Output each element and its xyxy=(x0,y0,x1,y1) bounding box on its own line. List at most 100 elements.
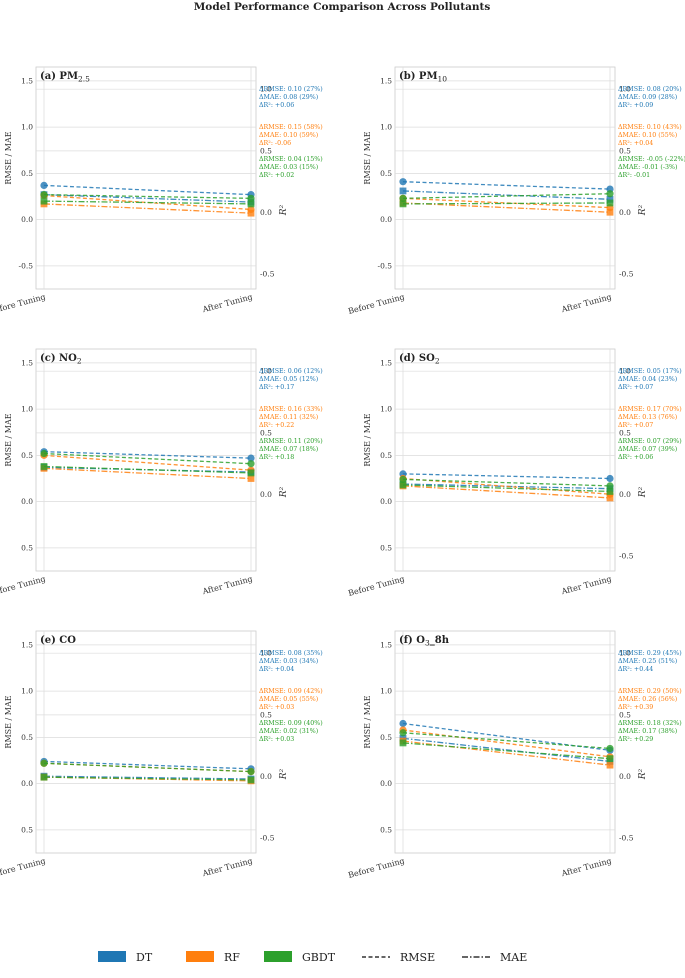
y-axis-label: RMSE / MAE xyxy=(363,131,372,184)
delta-annotation-rf: ΔR²: +0.03 xyxy=(259,704,294,711)
x-tick-label: After Tuning xyxy=(560,292,613,314)
marker-dt-rmse xyxy=(247,454,255,462)
x-tick-label: Before Tuning xyxy=(347,292,405,316)
legend-label-mae: MAE xyxy=(500,951,527,964)
y-tick-label: 0.0 xyxy=(21,497,33,506)
plot-frame xyxy=(35,630,257,854)
series-line-gbdt-mae xyxy=(402,484,611,493)
y-tick-label: 1.5 xyxy=(21,358,33,367)
delta-annotation-dt: ΔR²: +0.44 xyxy=(618,666,653,673)
series-line-rf-mae xyxy=(402,202,611,213)
delta-annotation-rf: ΔR²: +0.07 xyxy=(618,422,653,429)
x-tick-label: Before Tuning xyxy=(347,574,405,598)
r2-tick-label: 1.0 xyxy=(260,367,272,376)
marker-gbdt-rmse xyxy=(606,482,614,490)
legend-label-rmse: RMSE xyxy=(400,951,435,964)
marker-gbdt-rmse xyxy=(247,768,255,776)
delta-annotation-dt: ΔMAE: 0.08 (29%) xyxy=(259,94,318,101)
marker-rf-mae xyxy=(606,494,614,502)
delta-annotation-dt: ΔR²: +0.09 xyxy=(618,102,653,109)
delta-annotation-gbdt: ΔR²: +0.29 xyxy=(618,736,653,743)
delta-annotation-gbdt: ΔMAE: 0.07 (39%) xyxy=(618,446,677,453)
r2-tick-label: -0.5 xyxy=(619,270,634,279)
x-tick-label: After Tuning xyxy=(201,574,254,596)
r2-axis-label: R² xyxy=(279,486,289,498)
marker-dt-mae xyxy=(399,187,407,195)
series-line-dt-rmse xyxy=(402,473,611,480)
delta-annotation-gbdt: ΔMAE: -0.01 (-3%) xyxy=(618,164,677,171)
series-line-dt-rmse xyxy=(43,451,252,459)
r2-tick-label: 0.5 xyxy=(619,710,631,719)
legend: DT RF GBDT RMSE MAE xyxy=(98,951,527,964)
y-tick-label: 1.0 xyxy=(380,123,392,132)
delta-annotation-dt: ΔMAE: 0.05 (12%) xyxy=(259,376,318,383)
r2-tick-label: 1.0 xyxy=(619,85,631,94)
series-line-dt-rmse xyxy=(43,184,252,196)
delta-annotation-rf: ΔMAE: 0.26 (56%) xyxy=(618,696,677,703)
delta-annotation-rf: ΔRMSE: 0.09 (42%) xyxy=(259,688,323,695)
delta-annotation-dt: ΔMAE: 0.03 (34%) xyxy=(259,658,318,665)
legend-swatch-dt xyxy=(98,951,126,962)
y-tick-label: 1.5 xyxy=(21,640,33,649)
marker-gbdt-rmse xyxy=(40,759,48,767)
marker-gbdt-mae xyxy=(399,739,407,747)
delta-annotation-gbdt: ΔRMSE: 0.04 (15%) xyxy=(259,156,323,163)
delta-annotation-dt: ΔR²: +0.06 xyxy=(259,102,294,109)
y-tick-label: 0.5 xyxy=(380,543,392,552)
r2-tick-label: -0.5 xyxy=(619,834,634,843)
r2-tick-label: 0.5 xyxy=(260,710,272,719)
delta-annotation-gbdt: ΔMAE: 0.02 (31%) xyxy=(259,728,318,735)
series-line-rf-mae xyxy=(43,467,252,480)
x-tick-label: After Tuning xyxy=(201,856,254,878)
y-tick-label: 0.5 xyxy=(21,169,33,178)
r2-tick-label: 0.0 xyxy=(260,208,272,217)
series-line-gbdt-rmse xyxy=(43,194,252,199)
series-line-dt-mae xyxy=(43,775,252,780)
r2-axis-label: R² xyxy=(638,768,648,780)
r2-tick-label: 1.0 xyxy=(260,85,272,94)
x-tick-label: Before Tuning xyxy=(347,856,405,880)
y-tick-label: 0.0 xyxy=(380,497,392,506)
legend-label-dt: DT xyxy=(136,951,153,964)
y-tick-label: 0.5 xyxy=(21,451,33,460)
marker-gbdt-rmse xyxy=(40,449,48,458)
marker-rf-mae xyxy=(247,209,255,217)
y-tick-label: -0.5 xyxy=(378,261,393,270)
panel-1: -0.5 0.0 0.5 1.0 1.5 -0.5 0.0 0.5 1.0 Before Tuni… xyxy=(0,66,323,316)
marker-dt-rmse xyxy=(606,474,614,483)
y-tick-label: 0.5 xyxy=(21,733,33,742)
x-tick-label: Before Tuning xyxy=(0,574,47,598)
delta-annotation-dt: ΔMAE: 0.09 (28%) xyxy=(618,94,677,101)
y-tick-label: 0.5 xyxy=(380,733,392,742)
y-tick-label: 1.0 xyxy=(21,123,33,132)
panel-6: 0.0 0.5 1.0 1.5 0.5 -0.5 0.0 0.5 1.0 Before Tunin… xyxy=(347,630,682,880)
r2-tick-label: -0.5 xyxy=(260,270,275,279)
series-line-dt-mae xyxy=(402,737,611,763)
r2-axis-label: R² xyxy=(638,204,648,216)
series-line-dt-mae xyxy=(402,190,611,200)
series-line-dt-rmse xyxy=(402,722,611,751)
delta-annotation-dt: ΔRMSE: 0.08 (35%) xyxy=(259,650,323,657)
r2-tick-label: -0.5 xyxy=(260,834,275,843)
series-line-gbdt-mae xyxy=(402,202,611,205)
y-tick-label: 0.0 xyxy=(380,215,392,224)
r2-tick-label: 0.5 xyxy=(260,146,272,155)
delta-annotation-gbdt: ΔRMSE: 0.18 (32%) xyxy=(618,720,682,727)
panel-title: (a) PM2.5 xyxy=(40,71,90,84)
panel-title-subscript: 2 xyxy=(435,357,440,366)
r2-tick-label: 0.0 xyxy=(260,772,272,781)
y-tick-label: -0.5 xyxy=(19,261,34,270)
panel-4: 0.0 0.5 1.0 1.5 0.5 -0.5 0.0 0.5 1.0 Before Tunin… xyxy=(347,348,682,598)
y-tick-label: 1.0 xyxy=(380,405,392,414)
figure-title: Model Performance Comparison Across Poll… xyxy=(194,1,491,13)
r2-tick-label: 1.0 xyxy=(260,649,272,658)
marker-gbdt-mae xyxy=(606,488,614,495)
panels: -0.5 0.0 0.5 1.0 1.5 -0.5 0.0 0.5 1.0 Before Tuni… xyxy=(0,66,685,880)
series-line-rf-mae xyxy=(402,485,611,499)
panel-title-subscript: 10 xyxy=(438,75,448,84)
y-tick-label: 1.0 xyxy=(21,687,33,696)
y-tick-label: 1.0 xyxy=(380,687,392,696)
series-line-dt-rmse xyxy=(43,760,252,770)
panel-3: 0.0 0.5 1.0 1.5 0.5 0.0 0.5 1.0 Before Tuning Aft… xyxy=(0,348,323,598)
